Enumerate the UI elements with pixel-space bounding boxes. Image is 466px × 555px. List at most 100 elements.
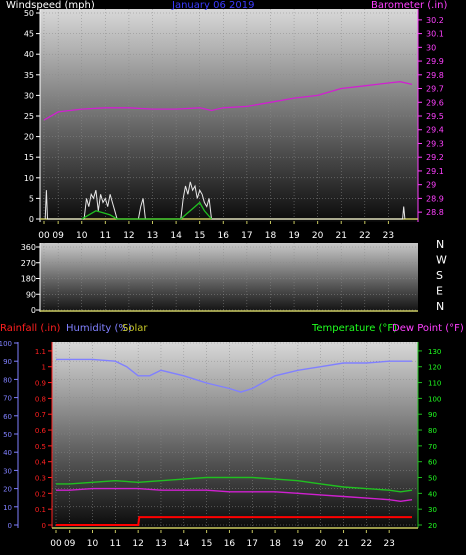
barometer-y-tick-label: 29	[426, 181, 436, 190]
climate-x-tick-label: 18	[269, 539, 281, 549]
climate-x-tick-label: 10	[87, 539, 99, 549]
solar-axis-label: Solar	[122, 323, 148, 334]
wind-y-tick-label: 35	[24, 71, 34, 80]
barometer-series-line	[43, 81, 413, 121]
rainfall-y-tick-label: 0.8	[35, 395, 46, 403]
temperature-y-tick-label: 90	[428, 411, 437, 419]
direction-panel-bg	[40, 243, 418, 312]
rainfall-y-tick-label: 0.2	[35, 490, 46, 498]
direction-y-tick-label: 360	[21, 243, 36, 252]
direction-y-tick-label: 0	[31, 306, 36, 315]
temperature-y-tick-label: 30	[428, 506, 437, 514]
barometer-y-tick-label: 29.5	[426, 112, 444, 121]
barometer-y-tick-label: 28.9	[426, 194, 444, 203]
humidity-y-tick-label: 80	[3, 376, 12, 384]
wind-x-tick-label: 21	[336, 231, 347, 241]
direction-y-tick-label: 90	[26, 290, 36, 299]
wind-y-tick-label: 15	[24, 153, 34, 162]
barometer-axis-label: Barometer (.in)	[371, 0, 447, 11]
barometer-y-tick-label: 30.1	[426, 30, 444, 39]
barometer-y-tick-label: 28.8	[426, 208, 444, 217]
windspeed-axis-label: Windspeed (mph)	[6, 0, 95, 11]
temperature-y-tick-label: 60	[428, 459, 437, 467]
climate-x-tick-label: 16	[224, 539, 236, 549]
wind-y-tick-label: 10	[24, 174, 34, 183]
climate-x-tick-label: 23	[383, 539, 394, 549]
barometer-y-tick-label: 30.2	[426, 16, 444, 25]
wind-x-tick-label: 13	[147, 231, 158, 241]
compass-label-s: S	[436, 269, 443, 282]
rainfall-y-tick-label: 0.1	[35, 506, 46, 514]
compass-label-n: N	[436, 300, 444, 313]
wind-y-tick-label: 30	[24, 91, 34, 100]
humidity-y-tick-label: 50	[3, 431, 12, 439]
barometer-y-tick-label: 29.6	[426, 98, 444, 107]
humidity-y-tick-label: 30	[3, 467, 12, 475]
temperature-y-tick-label: 40	[428, 490, 437, 498]
dewpoint-axis-label: Dew Point (°F)	[392, 323, 464, 334]
chart-title: January 06 2019	[171, 0, 254, 11]
wind-y-tick-label: 40	[24, 50, 34, 59]
rainfall-y-tick-label: 1.1	[35, 348, 46, 356]
humidity-y-tick-label: 20	[3, 486, 12, 494]
rainfall-y-tick-label: 0.6	[35, 427, 47, 435]
humidity-y-tick-label: 10	[3, 504, 12, 512]
barometer-y-tick-label: 29.4	[426, 126, 444, 135]
wind-x-tick-label: 22	[359, 231, 370, 241]
temperature-y-tick-label: 120	[428, 364, 441, 372]
climate-x-tick-label: 20	[315, 539, 327, 549]
climate-x-tick-label: 17	[247, 539, 258, 549]
wind-y-tick-label: 45	[24, 30, 34, 39]
rainfall-series-line	[56, 516, 412, 526]
rainfall-y-tick-label: 1	[42, 364, 46, 372]
humidity-y-tick-label: 40	[3, 449, 12, 457]
temperature-y-tick-label: 70	[428, 443, 437, 451]
humidity-series-line	[56, 358, 412, 393]
wind-y-tick-label: 0	[29, 215, 34, 224]
temperature-y-tick-label: 130	[428, 348, 441, 356]
climate-x-tick-label: 22	[361, 539, 372, 549]
wind-x-tick-label: 16	[218, 231, 230, 241]
humidity-y-tick-label: 100	[0, 340, 12, 348]
rainfall-axis-label: Rainfall (.in)	[0, 323, 61, 334]
compass-label-e: E	[436, 285, 443, 298]
temperature-y-tick-label: 110	[428, 380, 441, 388]
wind-y-tick-label: 5	[29, 194, 34, 203]
direction-y-tick-label: 180	[21, 275, 36, 284]
barometer-y-tick-label: 29.8	[426, 71, 444, 80]
temperature-y-tick-label: 20	[428, 522, 437, 530]
wind-x-tick-label: 12	[123, 231, 134, 241]
rainfall-y-tick-label: 0.3	[35, 475, 46, 483]
rainfall-y-tick-label: 0.9	[35, 380, 46, 388]
barometer-y-tick-label: 29.9	[426, 57, 444, 66]
temperature-axis-label: Temperature (°F)	[311, 323, 397, 334]
climate-panel-bg	[52, 342, 418, 528]
wind-x-tick-label: 23	[383, 231, 394, 241]
rainfall-y-tick-label: 0.5	[35, 443, 46, 451]
barometer-y-tick-label: 29.7	[426, 85, 444, 94]
humidity-y-tick-label: 70	[3, 395, 12, 403]
climate-x-tick-label: 13	[155, 539, 166, 549]
climate-x-tick-label: 14	[178, 539, 190, 549]
wind-y-tick-label: 20	[24, 133, 34, 142]
direction-y-tick-label: 270	[21, 259, 36, 268]
gust-series-line	[44, 181, 406, 220]
wind-x-tick-label: 19	[288, 231, 300, 241]
wind-x-tick-label: 15	[194, 231, 205, 241]
wind-x-tick-label: 14	[170, 231, 182, 241]
barometer-y-tick-label: 29.1	[426, 167, 444, 176]
climate-x-tick-label: 12	[132, 539, 143, 549]
wind-x-tick-label: 09	[52, 231, 64, 241]
barometer-y-tick-label: 29.2	[426, 153, 444, 162]
climate-x-tick-label: 21	[338, 539, 349, 549]
temperature-y-tick-label: 80	[428, 427, 437, 435]
climate-x-tick-label: 15	[201, 539, 212, 549]
wind-x-tick-label: 17	[241, 231, 252, 241]
wind-x-tick-label: 11	[100, 231, 111, 241]
wind-panel-bg	[40, 9, 418, 222]
climate-x-tick-label: 00	[50, 539, 62, 549]
compass-label-w: W	[436, 254, 447, 267]
rainfall-y-tick-label: 0	[42, 522, 46, 530]
humidity-axis-label: Humidity (%)	[66, 323, 132, 334]
